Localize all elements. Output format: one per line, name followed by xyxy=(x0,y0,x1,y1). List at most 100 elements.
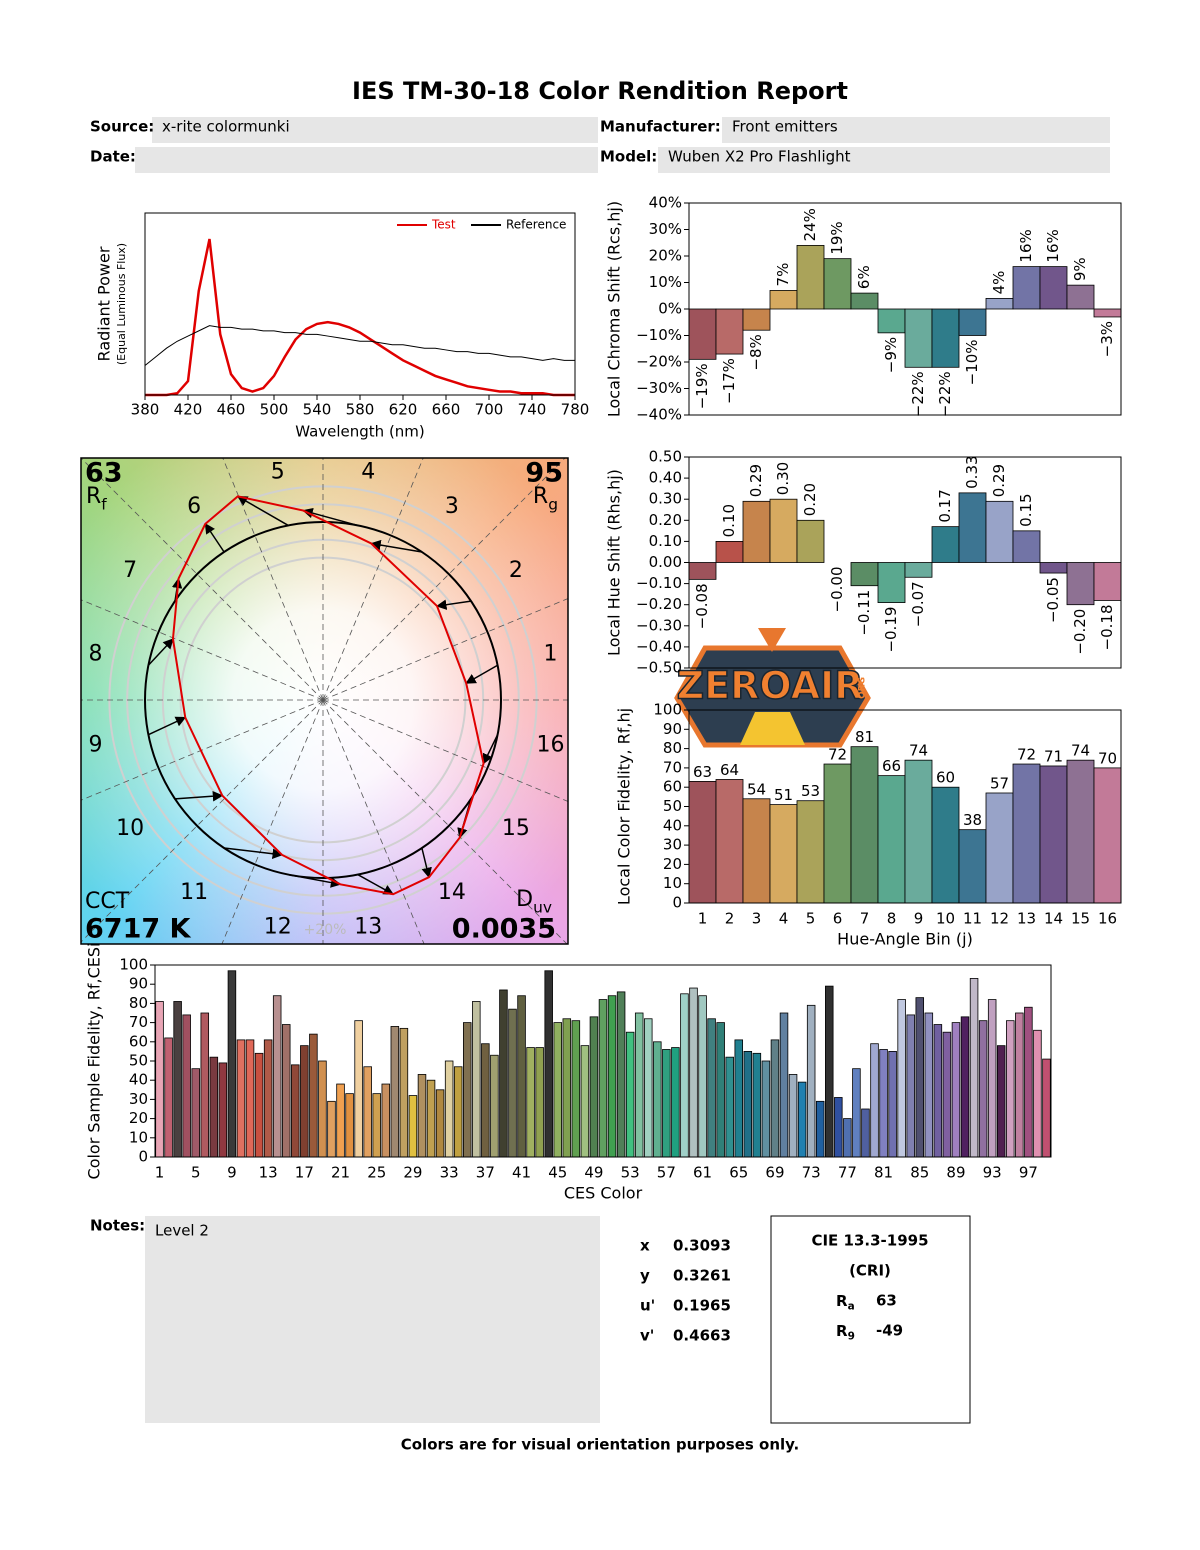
bar xyxy=(779,1012,789,1158)
value-label: 0.29 xyxy=(747,464,765,497)
value-label: 74 xyxy=(909,742,928,760)
plot-frame xyxy=(688,456,1122,669)
y-tick-label: 0.40 xyxy=(649,469,682,487)
bar xyxy=(897,999,906,1158)
y-tick-label: −0.10 xyxy=(636,574,682,592)
x-tick-label: 2 xyxy=(725,910,735,928)
bar xyxy=(688,562,717,580)
bar xyxy=(725,1056,734,1158)
bar xyxy=(336,1083,345,1158)
y-tick-label: 10 xyxy=(663,874,682,892)
bar xyxy=(616,991,626,1158)
badge-road xyxy=(740,712,805,745)
value-label: 16% xyxy=(1017,229,1035,262)
bar xyxy=(870,1043,879,1158)
bar xyxy=(508,1008,517,1158)
bar xyxy=(481,1043,490,1158)
bar xyxy=(978,1020,988,1158)
x-tick-label: 17 xyxy=(295,1164,314,1182)
bar xyxy=(263,1039,273,1158)
bin-label: 9 xyxy=(88,732,102,757)
y-tick-label: −0.50 xyxy=(636,659,682,677)
value-label: −0.11 xyxy=(855,590,873,636)
bar xyxy=(535,1047,544,1158)
plot-frame xyxy=(144,212,576,396)
symbol-sub: a xyxy=(848,1300,855,1312)
bar xyxy=(272,995,282,1158)
cri-value: 63 xyxy=(876,1292,897,1310)
bar xyxy=(850,746,879,904)
bar xyxy=(662,1049,671,1158)
bar xyxy=(363,1066,372,1158)
shift-arrow xyxy=(421,847,432,879)
x-tick-label: 25 xyxy=(367,1164,386,1182)
bar xyxy=(580,1045,590,1158)
field-label: Date: xyxy=(90,148,136,166)
x-tick-label: 16 xyxy=(1098,910,1117,928)
reference-circle xyxy=(144,521,502,879)
symbol-main: D xyxy=(516,887,533,912)
bin-label: 10 xyxy=(116,816,144,841)
y-tick-label: 20 xyxy=(129,1109,148,1127)
bar xyxy=(796,800,825,904)
bar xyxy=(823,258,852,310)
bar xyxy=(752,1052,762,1158)
watermark-suffix: ORG xyxy=(858,677,868,699)
bar xyxy=(743,1051,753,1158)
bar xyxy=(906,1014,915,1158)
bar xyxy=(381,1083,391,1158)
x-tick-label: 500 xyxy=(260,401,289,419)
symbol: Duv xyxy=(516,887,552,916)
bar xyxy=(1042,1058,1051,1158)
bin-label: 15 xyxy=(502,816,530,841)
bar xyxy=(797,1081,807,1158)
bin-label: 8 xyxy=(88,642,102,667)
bar xyxy=(716,1022,725,1158)
bar xyxy=(1066,759,1095,904)
shift-arrow xyxy=(204,523,225,553)
value-label: 0.17 xyxy=(936,489,954,522)
y-tick-label: 50 xyxy=(129,1052,148,1070)
value-label: 0.10 xyxy=(720,504,738,537)
bar xyxy=(689,987,698,1158)
bar xyxy=(951,1022,961,1158)
y-axis-label: Radiant Power xyxy=(95,246,114,361)
bar xyxy=(761,1060,771,1158)
field-value: x-rite colormunki xyxy=(162,118,290,136)
bar xyxy=(417,1074,427,1158)
cri-subtitle: (CRI) xyxy=(849,1262,891,1280)
duv-value: 0.0035 xyxy=(452,914,556,945)
bar xyxy=(796,244,825,310)
value-label: 4% xyxy=(990,271,1008,295)
bar xyxy=(1093,562,1122,601)
value-label: 72 xyxy=(1017,746,1036,764)
y-tick-label: −20% xyxy=(636,353,682,371)
value-label: −3% xyxy=(1098,321,1116,357)
plot-frame xyxy=(688,202,1122,416)
bin-label: 14 xyxy=(438,880,466,905)
value-label: 53 xyxy=(801,782,820,800)
value-label: −22% xyxy=(936,371,954,417)
bar xyxy=(877,775,906,904)
bin-boundary xyxy=(322,598,568,701)
bar xyxy=(1006,1020,1015,1158)
x-tick-label: 6 xyxy=(833,910,843,928)
value-label: 51 xyxy=(774,786,793,804)
vector-frame xyxy=(80,457,569,945)
bar xyxy=(958,308,987,336)
symbol: Rg xyxy=(533,484,558,513)
bin-boundary xyxy=(81,699,324,943)
bar xyxy=(960,1016,970,1158)
bar xyxy=(218,1062,228,1158)
x-tick-label: 13 xyxy=(1017,910,1036,928)
bar xyxy=(236,1039,246,1158)
y-axis-note: (Equal Luminous Flux) xyxy=(115,243,128,365)
bar xyxy=(742,798,771,904)
value-label: 0.33 xyxy=(963,455,981,488)
bar xyxy=(1033,1029,1042,1158)
bar xyxy=(815,1100,825,1158)
x-tick-label: 9 xyxy=(227,1164,237,1182)
value-label: −19% xyxy=(693,363,711,409)
bar xyxy=(462,1022,472,1158)
